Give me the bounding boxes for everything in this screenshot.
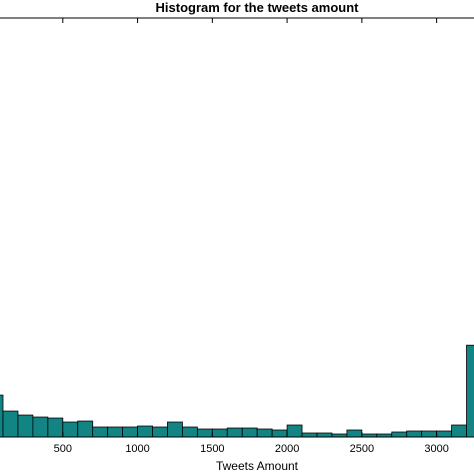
histogram-bar-30 [436, 430, 452, 438]
histogram-bar-14 [196, 428, 213, 438]
histogram-bar-13 [182, 426, 198, 438]
bars [0, 344, 474, 438]
x-tick-label-4: 2500 [350, 443, 374, 455]
histogram-bar-11 [152, 426, 168, 438]
histogram-bar-22 [316, 432, 333, 438]
histogram-bar-6 [77, 420, 94, 438]
x-tick-label-5: 3000 [424, 443, 448, 455]
histogram-bar-29 [421, 430, 438, 438]
histogram-bar-19 [271, 429, 288, 438]
histogram-bar-20 [286, 424, 303, 438]
histogram-bar-10 [137, 425, 153, 438]
histogram-bar-31 [451, 424, 467, 438]
chart-title: Histogram for the tweets amount [156, 0, 360, 15]
histogram-bar-1 [2, 410, 19, 438]
x-ticks: 500 1000 1500 2000 2500 3000 [54, 18, 449, 455]
x-tick-label-1: 1000 [125, 443, 149, 455]
x-tick-label-3: 2000 [275, 443, 299, 455]
histogram-bar-27 [391, 431, 408, 438]
histogram-bar-21 [301, 432, 318, 438]
histogram-bar-15 [211, 428, 228, 438]
histogram-bar-16 [226, 427, 243, 438]
x-axis-label: Tweets Amount [216, 459, 299, 473]
histogram-bar-7 [92, 426, 109, 438]
histogram-bar-0 [0, 394, 4, 438]
histogram-bar-5 [62, 421, 79, 438]
histogram-bar-8 [107, 426, 124, 438]
histogram-bar-28 [406, 430, 423, 438]
histogram-bar-12 [167, 421, 183, 438]
histogram-bar-18 [256, 428, 273, 438]
x-tick-label-0: 500 [54, 443, 72, 455]
histogram-bar-32 [466, 344, 474, 438]
histogram-bar-4 [47, 417, 64, 438]
histogram-bar-3 [32, 416, 49, 438]
histogram-bar-9 [122, 426, 138, 438]
histogram-bar-17 [241, 427, 258, 438]
histogram-bar-24 [346, 429, 363, 438]
histogram-bar-2 [17, 414, 34, 438]
x-tick-label-2: 1500 [200, 443, 224, 455]
